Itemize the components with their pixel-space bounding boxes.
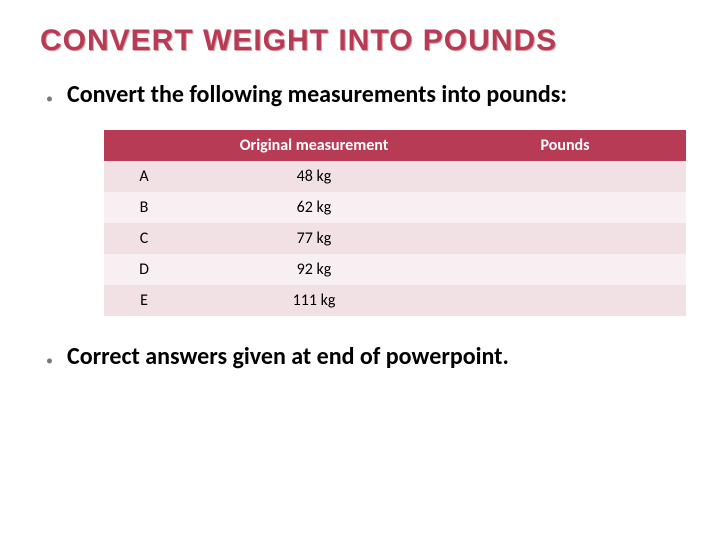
table-row: A 48 kg bbox=[104, 161, 686, 192]
orig-value: 111 kg bbox=[184, 285, 444, 316]
bullet-intro-row: • Convert the following measurements int… bbox=[46, 80, 680, 110]
table-row: D 92 kg bbox=[104, 254, 686, 285]
row-label: C bbox=[104, 223, 184, 254]
pounds-value bbox=[444, 223, 686, 254]
conversion-table-wrap: Original measurement Pounds A 48 kg B 62… bbox=[104, 130, 686, 316]
col-header-blank bbox=[104, 130, 184, 161]
orig-value: 48 kg bbox=[184, 161, 444, 192]
row-label: A bbox=[104, 161, 184, 192]
row-label: E bbox=[104, 285, 184, 316]
col-header-original: Original measurement bbox=[184, 130, 444, 161]
bullet-outro-row: • Correct answers given at end of powerp… bbox=[46, 342, 680, 372]
slide-title: CONVERT WEIGHT INTO POUNDS bbox=[40, 24, 680, 58]
bullet-dot-icon: • bbox=[46, 352, 53, 369]
table-row: B 62 kg bbox=[104, 192, 686, 223]
pounds-value bbox=[444, 285, 686, 316]
orig-value: 77 kg bbox=[184, 223, 444, 254]
col-header-pounds: Pounds bbox=[444, 130, 686, 161]
orig-value: 62 kg bbox=[184, 192, 444, 223]
orig-value: 92 kg bbox=[184, 254, 444, 285]
conversion-table: Original measurement Pounds A 48 kg B 62… bbox=[104, 130, 686, 316]
bullet-intro-text: Convert the following measurements into … bbox=[67, 80, 567, 110]
pounds-value bbox=[444, 161, 686, 192]
pounds-value bbox=[444, 192, 686, 223]
table-row: C 77 kg bbox=[104, 223, 686, 254]
bullet-outro-text: Correct answers given at end of powerpoi… bbox=[67, 342, 509, 372]
row-label: D bbox=[104, 254, 184, 285]
table-row: E 111 kg bbox=[104, 285, 686, 316]
row-label: B bbox=[104, 192, 184, 223]
slide-container: CONVERT WEIGHT INTO POUNDS • Convert the… bbox=[0, 0, 720, 540]
pounds-value bbox=[444, 254, 686, 285]
bullet-dot-icon: • bbox=[46, 90, 53, 107]
table-header-row: Original measurement Pounds bbox=[104, 130, 686, 161]
